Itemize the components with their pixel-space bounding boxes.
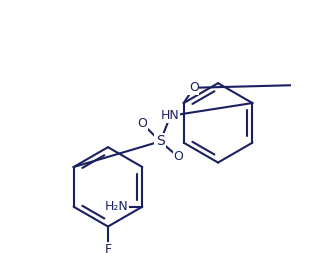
Text: S: S bbox=[156, 134, 165, 148]
Text: O: O bbox=[137, 117, 147, 130]
Text: O: O bbox=[189, 81, 199, 94]
Text: F: F bbox=[104, 243, 111, 256]
Text: O: O bbox=[173, 150, 183, 163]
Text: HN: HN bbox=[161, 109, 180, 122]
Text: H₂N: H₂N bbox=[105, 200, 128, 213]
